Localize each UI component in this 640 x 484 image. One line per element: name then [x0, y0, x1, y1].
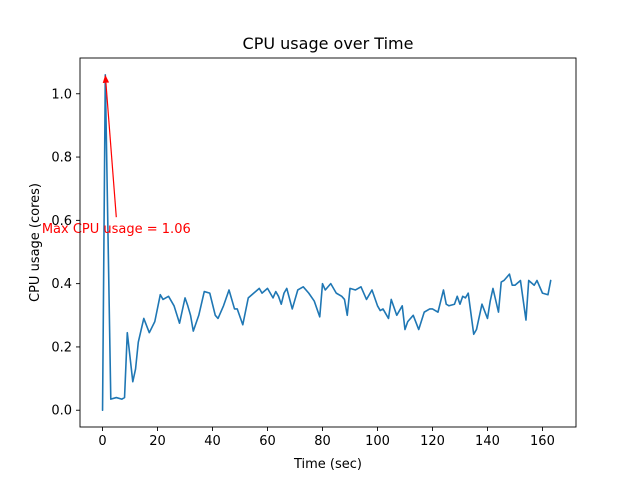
y-tick-label: 0.2	[51, 340, 72, 355]
x-axis-title: Time (sec)	[293, 457, 362, 472]
annotation-layer: Max CPU usage = 1.06	[42, 74, 191, 237]
series-layer	[101, 73, 552, 412]
x-tick-label: 80	[314, 434, 331, 449]
plot-area	[80, 58, 576, 427]
x-tick-label: 160	[530, 434, 555, 449]
axes-frame	[79, 57, 577, 428]
axes-spines	[79, 57, 577, 428]
y-tick-label: 0.0	[51, 404, 72, 419]
x-tick-label: 120	[420, 434, 445, 449]
plot-background	[80, 58, 576, 427]
x-tick-label: 20	[149, 434, 166, 449]
y-tick-label: 0.6	[51, 214, 72, 229]
y-tick-label: 0.8	[51, 151, 72, 166]
y-axis-title: CPU usage (cores)	[28, 183, 43, 302]
y-tick-label: 0.4	[51, 277, 72, 292]
x-tick-label: 100	[365, 434, 390, 449]
max-annotation-arrow	[105, 82, 117, 218]
x-axis-ticks: 0 20 40 60 80 100 120 140 160	[98, 427, 555, 449]
chart-title: CPU usage over Time	[243, 34, 414, 53]
series-line-cpu-usage	[101, 73, 552, 412]
y-tick-label: 1.0	[51, 87, 72, 102]
y-axis-ticks: 0.0 0.2 0.4 0.6 0.8 1.0	[51, 87, 80, 419]
x-tick-label: 40	[204, 434, 221, 449]
x-tick-label: 0	[98, 434, 106, 449]
max-annotation-arrowhead	[102, 74, 110, 83]
x-tick-label: 60	[259, 434, 276, 449]
x-tick-label: 140	[475, 434, 500, 449]
max-annotation-label: Max CPU usage = 1.06	[42, 222, 191, 237]
